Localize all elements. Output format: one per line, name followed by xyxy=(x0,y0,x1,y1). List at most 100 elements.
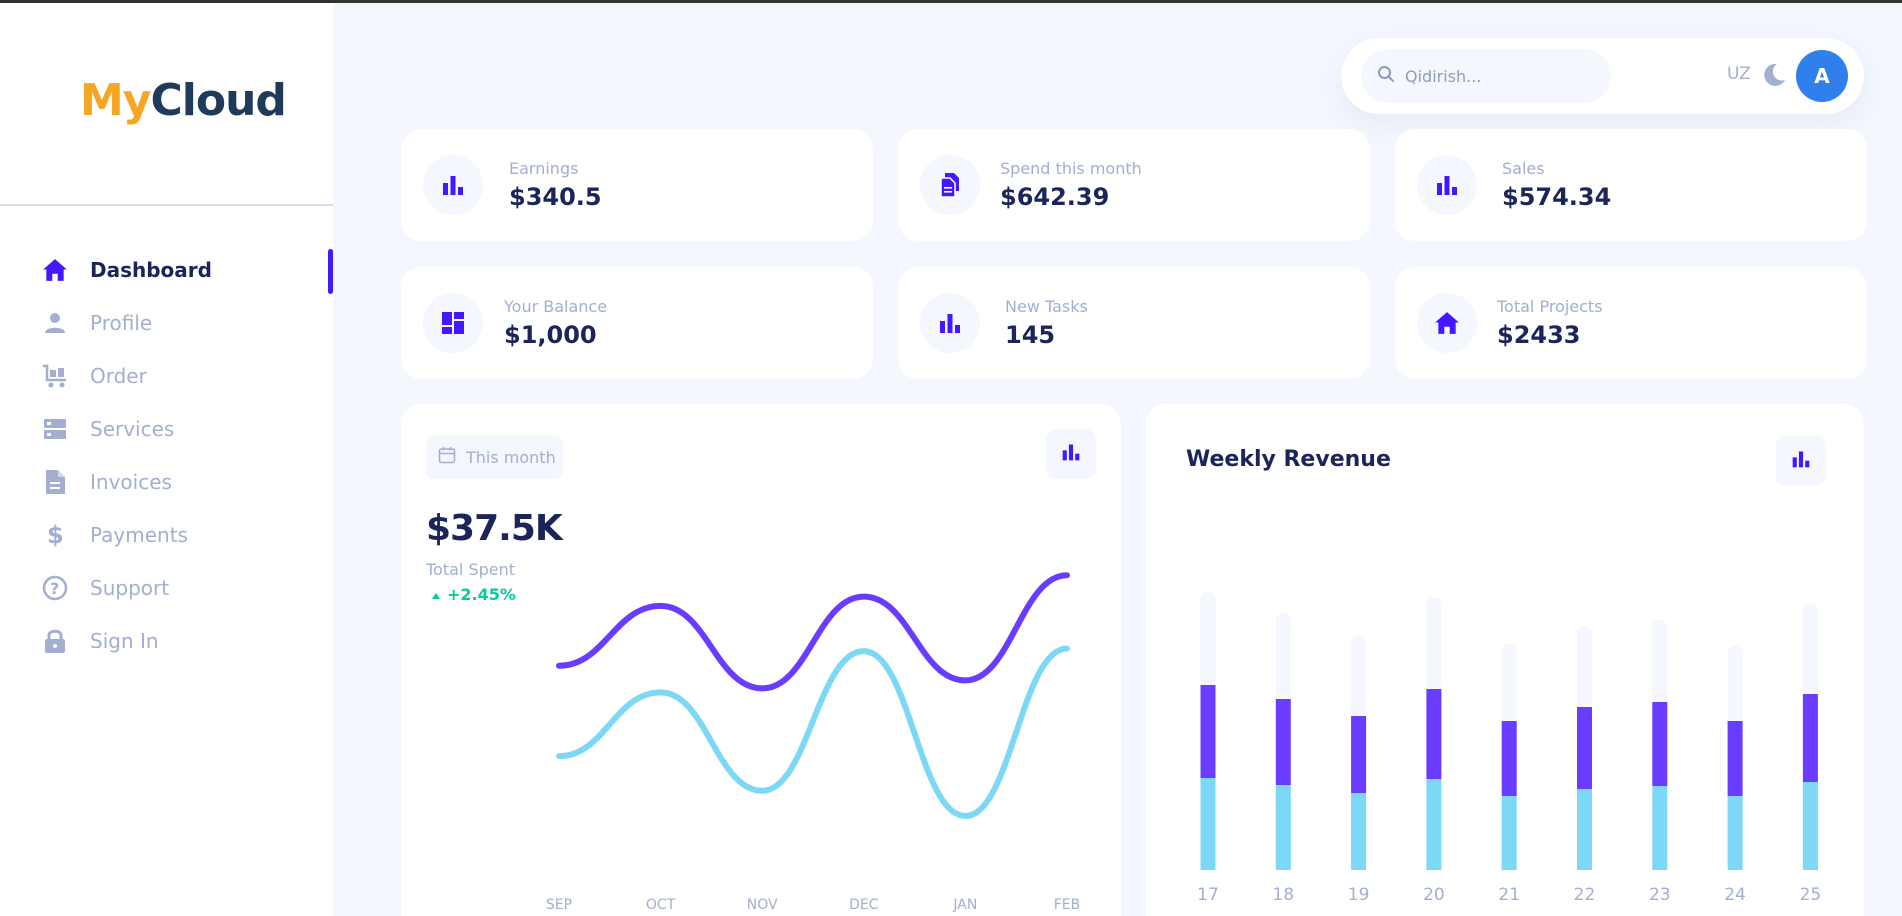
line-series-2 xyxy=(556,645,1070,820)
weekly-revenue-title: Weekly Revenue xyxy=(1186,447,1391,472)
stat-card-tasks[interactable]: New Tasks 145 xyxy=(898,267,1370,379)
moon-icon[interactable] xyxy=(1761,62,1787,88)
bar-segment-base xyxy=(1652,692,1668,702)
bar-chart: 17 18 19 20 21 22 23 24 25 xyxy=(1197,592,1822,905)
bar-segment xyxy=(1652,702,1668,786)
sidebar-item-label: Services xyxy=(90,416,175,441)
stat-label: Total Projects xyxy=(1497,297,1603,316)
bar-segment xyxy=(1275,699,1291,785)
bar-segment-base xyxy=(1426,679,1442,689)
sidebar-item-services[interactable]: Services xyxy=(0,402,333,455)
stat-label: Earnings xyxy=(509,159,579,178)
brand-logo-part2: Cloud xyxy=(150,75,286,126)
sidebar-item-label: Support xyxy=(90,575,170,600)
change-value: +2.45% xyxy=(447,585,516,604)
brand-logo[interactable]: MyCloud xyxy=(80,75,287,126)
x-tick-label: 17 xyxy=(1197,885,1219,905)
x-tick-label: DEC xyxy=(849,897,879,913)
bar-segment xyxy=(1727,646,1743,721)
x-tick-label: 23 xyxy=(1649,885,1671,905)
bar-chart-icon xyxy=(1061,442,1081,466)
stat-card-projects[interactable]: Total Projects $2433 xyxy=(1395,267,1867,379)
x-tick-label: FEB xyxy=(1054,897,1081,913)
bar-segment xyxy=(1200,685,1216,778)
bar-segment xyxy=(1426,597,1442,689)
stat-card-sales[interactable]: Sales $574.34 xyxy=(1395,129,1867,241)
bar-segment xyxy=(1577,789,1592,870)
sidebar-item-invoices[interactable]: Invoices xyxy=(0,455,333,508)
total-spent-value: $37.5K xyxy=(426,508,563,549)
stat-label: New Tasks xyxy=(1005,297,1088,316)
x-tick-label: SEP xyxy=(546,897,572,913)
sidebar-item-sign-in[interactable]: Sign In xyxy=(0,614,333,667)
x-tick-label: 21 xyxy=(1498,885,1520,905)
search-input[interactable] xyxy=(1405,66,1595,86)
sidebar-item-label: Order xyxy=(90,363,147,388)
bar-segment xyxy=(1652,620,1668,702)
home-icon xyxy=(42,257,68,283)
sidebar-item-order[interactable]: Order xyxy=(0,349,333,402)
stat-value: $1,000 xyxy=(504,321,597,349)
active-indicator xyxy=(328,249,333,294)
stat-value: $642.39 xyxy=(1000,183,1110,211)
sidebar-item-payments[interactable]: $ Payments xyxy=(0,508,333,561)
bar-segment-base xyxy=(1802,684,1818,694)
x-tick-label: JAN xyxy=(952,897,977,913)
bar-segment xyxy=(1652,786,1668,870)
bar-chart-icon xyxy=(423,155,483,215)
x-tick-label: 18 xyxy=(1272,885,1294,905)
line-chart: SEP OCT NOV DEC JAN FEB xyxy=(546,572,1081,913)
stat-card-earnings[interactable]: Earnings $340.5 xyxy=(401,129,873,241)
bar-segment xyxy=(1426,779,1442,870)
revenue-options-button[interactable] xyxy=(1776,436,1826,486)
bar-segment xyxy=(1802,694,1818,782)
stat-card-balance[interactable]: Your Balance $1,000 xyxy=(401,267,873,379)
bar-segment xyxy=(1351,636,1367,716)
bar-chart-icon xyxy=(920,293,980,353)
period-button[interactable]: This month xyxy=(426,435,563,479)
sidebar-item-dashboard[interactable]: Dashboard xyxy=(0,243,333,296)
bar-segment xyxy=(1501,721,1517,796)
person-icon xyxy=(42,310,68,336)
bar-segment-base xyxy=(1501,711,1517,721)
x-tick-label: 24 xyxy=(1724,885,1746,905)
bar-segment xyxy=(1577,707,1592,789)
bar-segment xyxy=(1426,689,1442,779)
bar-segment-base xyxy=(1727,711,1743,721)
stat-value: $340.5 xyxy=(509,183,602,211)
svg-text:?: ? xyxy=(50,579,59,598)
cart-icon xyxy=(42,363,68,389)
bar-segment-base xyxy=(1351,706,1367,716)
svg-text:$: $ xyxy=(47,522,64,548)
document-icon xyxy=(42,469,68,495)
stat-card-spend[interactable]: Spend this month $642.39 xyxy=(898,129,1370,241)
bar-segment-base xyxy=(1275,689,1291,699)
avatar[interactable]: A xyxy=(1796,50,1848,102)
line-series-1 xyxy=(556,572,1070,692)
calendar-icon xyxy=(438,446,456,468)
x-tick-label: 22 xyxy=(1574,885,1596,905)
sidebar-item-label: Payments xyxy=(90,522,188,547)
bar-chart-icon xyxy=(1791,449,1811,473)
total-spent-label: Total Spent xyxy=(426,560,516,579)
search-box[interactable] xyxy=(1361,49,1611,103)
help-icon: ? xyxy=(42,575,68,601)
bar-segment xyxy=(1351,793,1367,870)
chart-options-button[interactable] xyxy=(1046,429,1096,479)
language-switcher[interactable]: UZ xyxy=(1727,64,1751,84)
stat-value: $2433 xyxy=(1497,321,1581,349)
x-tick-label: NOV xyxy=(747,897,778,913)
sidebar-item-support[interactable]: ? Support xyxy=(0,561,333,614)
bar-segment xyxy=(1200,778,1216,870)
sidebar-item-profile[interactable]: Profile xyxy=(0,296,333,349)
stat-label: Sales xyxy=(1502,159,1545,178)
change-indicator: +2.45% xyxy=(426,585,516,604)
x-tick-label: 25 xyxy=(1800,885,1822,905)
stat-label: Spend this month xyxy=(1000,159,1142,178)
total-spent-card: This month $37.5K Total Spent +2.45% SEP… xyxy=(401,404,1121,916)
bar-segment-base xyxy=(1200,675,1216,685)
sidebar-divider xyxy=(0,204,333,206)
server-icon xyxy=(42,416,68,442)
period-label: This month xyxy=(466,447,556,467)
stat-value: $574.34 xyxy=(1502,183,1612,211)
